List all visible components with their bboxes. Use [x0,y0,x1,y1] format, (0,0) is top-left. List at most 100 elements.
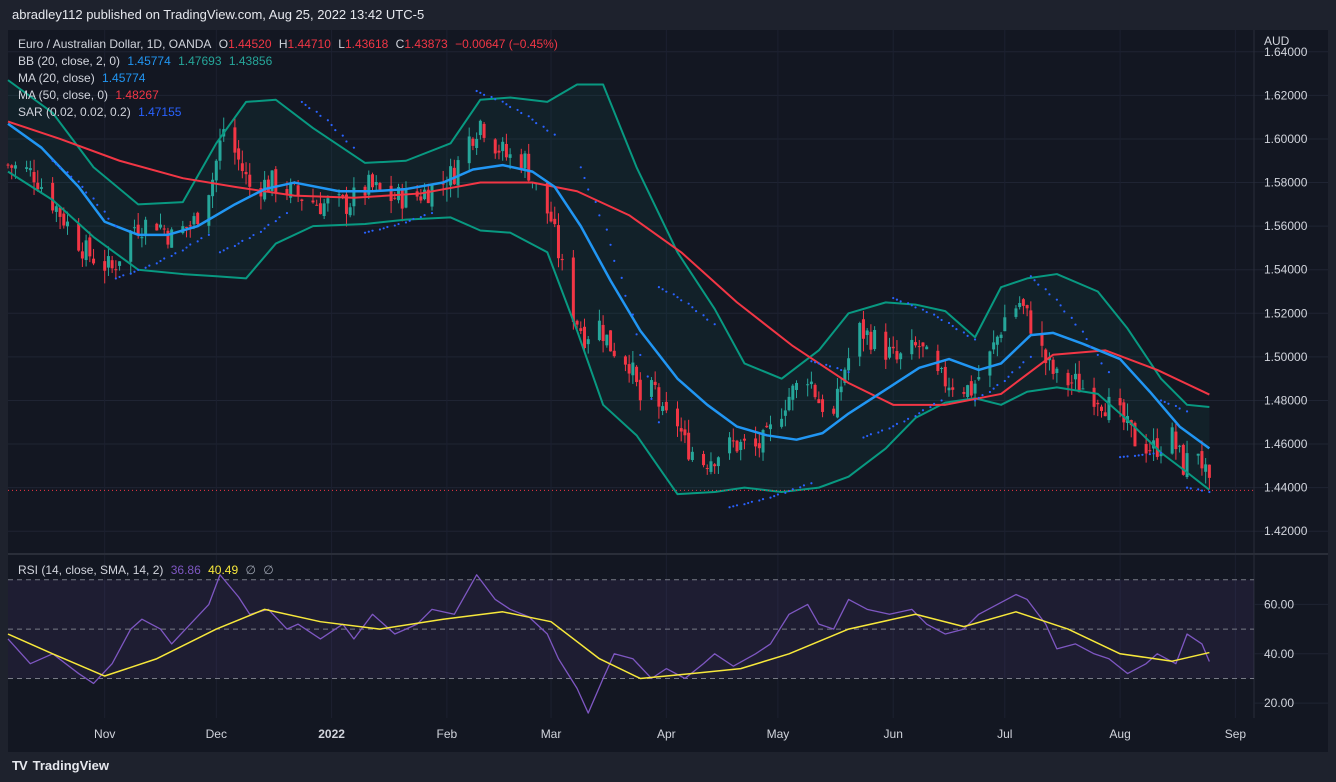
sar-dot [918,412,921,415]
candle-down [1029,310,1033,334]
sar-dot [207,233,210,236]
sar-dot [657,286,660,289]
sar-dot [1148,453,1151,456]
candle-down [80,251,84,259]
candle-down [400,188,404,209]
ma50-legend-row[interactable]: MA (50, close, 0) 1.48267 [18,87,562,104]
candle-down [664,401,668,411]
sar-dot [877,431,880,434]
bb-legend-row[interactable]: BB (20, close, 2, 0) 1.45774 1.47693 1.4… [18,53,562,70]
candle-up [397,187,401,201]
sar-dot [906,302,910,305]
tradingview-brand[interactable]: TV TradingView [12,758,109,773]
sar-dot [694,310,698,313]
sar-dot [784,491,787,494]
sar-dot [1022,361,1025,364]
rsi-legend-row[interactable]: RSI (14, close, SMA, 14, 2) 36.86 40.49 … [18,563,278,577]
sar-dot [1133,454,1137,457]
sar-dot [791,488,794,491]
candle-down [969,381,973,396]
sar-dot [583,176,586,180]
candle-down [166,230,170,245]
candle-up [1107,396,1111,421]
candle-down [389,185,393,201]
sar-dot [412,217,415,221]
sar-dot [810,482,813,485]
sar-dot [587,188,590,191]
time-tick-label: May [767,727,790,741]
ma20-legend-row[interactable]: MA (20, close) 1.45774 [18,70,562,87]
candle-down [545,182,549,214]
candle-up [597,320,601,341]
candle-up [404,188,408,208]
sar-dot [895,298,899,301]
candle-up [809,381,813,385]
sar-dot [1096,353,1099,357]
candle-up [25,167,29,169]
sar-dot [594,200,597,204]
candle-up [430,185,434,207]
sar-dot [531,118,534,121]
sar-dot [546,129,549,132]
candle-down [687,432,691,460]
candle-up [28,168,32,171]
candle-down [300,199,304,201]
candle-down [635,366,639,383]
sar-dot [1063,310,1066,313]
ma50-label[interactable]: MA (50, close, 0) [18,88,109,102]
candle-up [761,430,765,453]
sar-dot [267,223,270,226]
candle-down [58,207,62,217]
published-caption: abradley112 published on TradingView.com… [12,7,425,22]
sar-dot [962,331,965,334]
sar-dot [910,304,913,307]
sar-dot [966,334,969,337]
candle-down [821,399,825,412]
sar-dot [241,239,244,243]
candle-down [188,225,192,227]
candle-down [1155,438,1159,457]
sar-dot [363,231,367,234]
sar-dot [776,493,780,496]
sar-dot [676,296,679,299]
candle-down [1122,402,1126,423]
sar-dot [1059,304,1062,307]
sar-dot [226,247,229,250]
candle-up [158,224,162,228]
price-tick-label: 1.42000 [1264,524,1308,538]
symbol-title[interactable]: Euro / Australian Dollar, 1D, OANDA [18,37,212,51]
sar-dot [378,228,382,231]
sar-dot [1119,456,1122,459]
bb-label[interactable]: BB (20, close, 2, 0) [18,54,121,68]
candle-down [612,350,616,357]
candle-down [266,179,270,192]
sar-dot [1003,379,1006,383]
candle-up [899,353,903,360]
sar-dot [1137,454,1140,457]
candle-up [1196,453,1200,456]
candle-down [497,150,501,153]
candle-down [77,223,81,251]
ma50-value: 1.48267 [115,88,159,102]
sar-legend-row[interactable]: SAR (0.02, 0.02, 0.2) 1.47155 [18,104,562,121]
ma20-label[interactable]: MA (20, close) [18,71,95,85]
candle-up [289,182,293,198]
candle-up [709,461,713,472]
candle-down [583,326,587,349]
sar-dot [81,185,84,188]
sar-label[interactable]: SAR (0.02, 0.02, 0.2) [18,105,131,119]
symbol-legend-row[interactable]: Euro / Australian Dollar, 1D, OANDA O1.4… [18,36,562,53]
sar-dot [921,409,925,412]
candle-up [728,437,732,454]
chart-panel[interactable] [8,30,1328,752]
rsi-empty-value-1: ∅ [245,563,256,577]
rsi-label[interactable]: RSI (14, close, SMA, 14, 2) [18,563,164,577]
candle-down [1051,359,1055,374]
candle-up [873,329,877,350]
sar-dot [747,501,750,505]
sar-dot [1152,452,1155,455]
change-value: −0.00647 (−0.45%) [455,37,558,51]
sar-dot [840,368,843,372]
sar-dot [393,224,396,227]
